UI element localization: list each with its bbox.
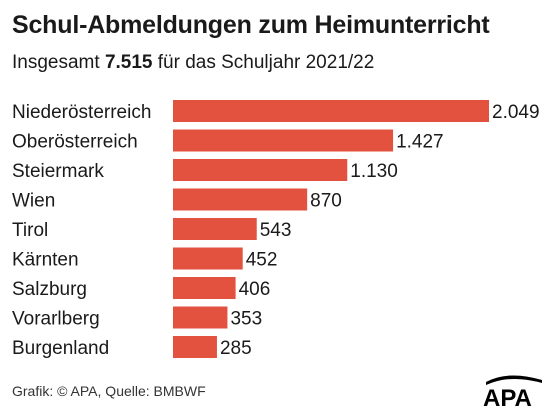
chart-title: Schul-Abmeldungen zum Heimunterricht (12, 11, 490, 39)
value-label: 1.427 (396, 132, 444, 153)
source-note: Grafik: © APA, Quelle: BMBWF (12, 383, 206, 399)
value-label: 543 (260, 220, 292, 241)
bar (173, 277, 236, 299)
subtitle-suffix: für das Schuljahr 2021/22 (152, 52, 375, 73)
category-label: Kärnten (12, 250, 79, 271)
value-label: 870 (310, 191, 342, 212)
logo-text: APA (483, 385, 532, 410)
value-label: 353 (230, 309, 262, 330)
bar (173, 247, 243, 270)
value-label: 285 (220, 338, 252, 359)
category-label: Vorarlberg (12, 309, 100, 330)
bar (173, 336, 217, 358)
value-label: 452 (246, 250, 278, 271)
logo-swoosh (486, 375, 542, 385)
category-label: Wien (12, 191, 55, 212)
value-label: 2.049 (492, 102, 540, 123)
apa-logo: APA (483, 375, 542, 410)
bar (173, 100, 489, 122)
chart-subtitle: Insgesamt 7.515 für das Schuljahr 2021/2… (12, 52, 374, 74)
category-label: Oberösterreich (12, 132, 138, 153)
bar (173, 129, 394, 152)
category-label: Salzburg (12, 279, 87, 300)
subtitle-prefix: Insgesamt (12, 52, 105, 73)
subtitle-total: 7.515 (104, 52, 153, 73)
value-label: 1.130 (350, 161, 398, 182)
category-label: Tirol (12, 220, 48, 241)
bar (173, 306, 228, 329)
bar (173, 159, 348, 181)
category-label: Steiermark (12, 161, 104, 182)
value-label: 406 (239, 279, 271, 300)
category-label: Niederösterreich (12, 102, 151, 123)
bar (173, 188, 308, 211)
bar (173, 218, 257, 240)
category-label: Burgenland (12, 338, 109, 359)
